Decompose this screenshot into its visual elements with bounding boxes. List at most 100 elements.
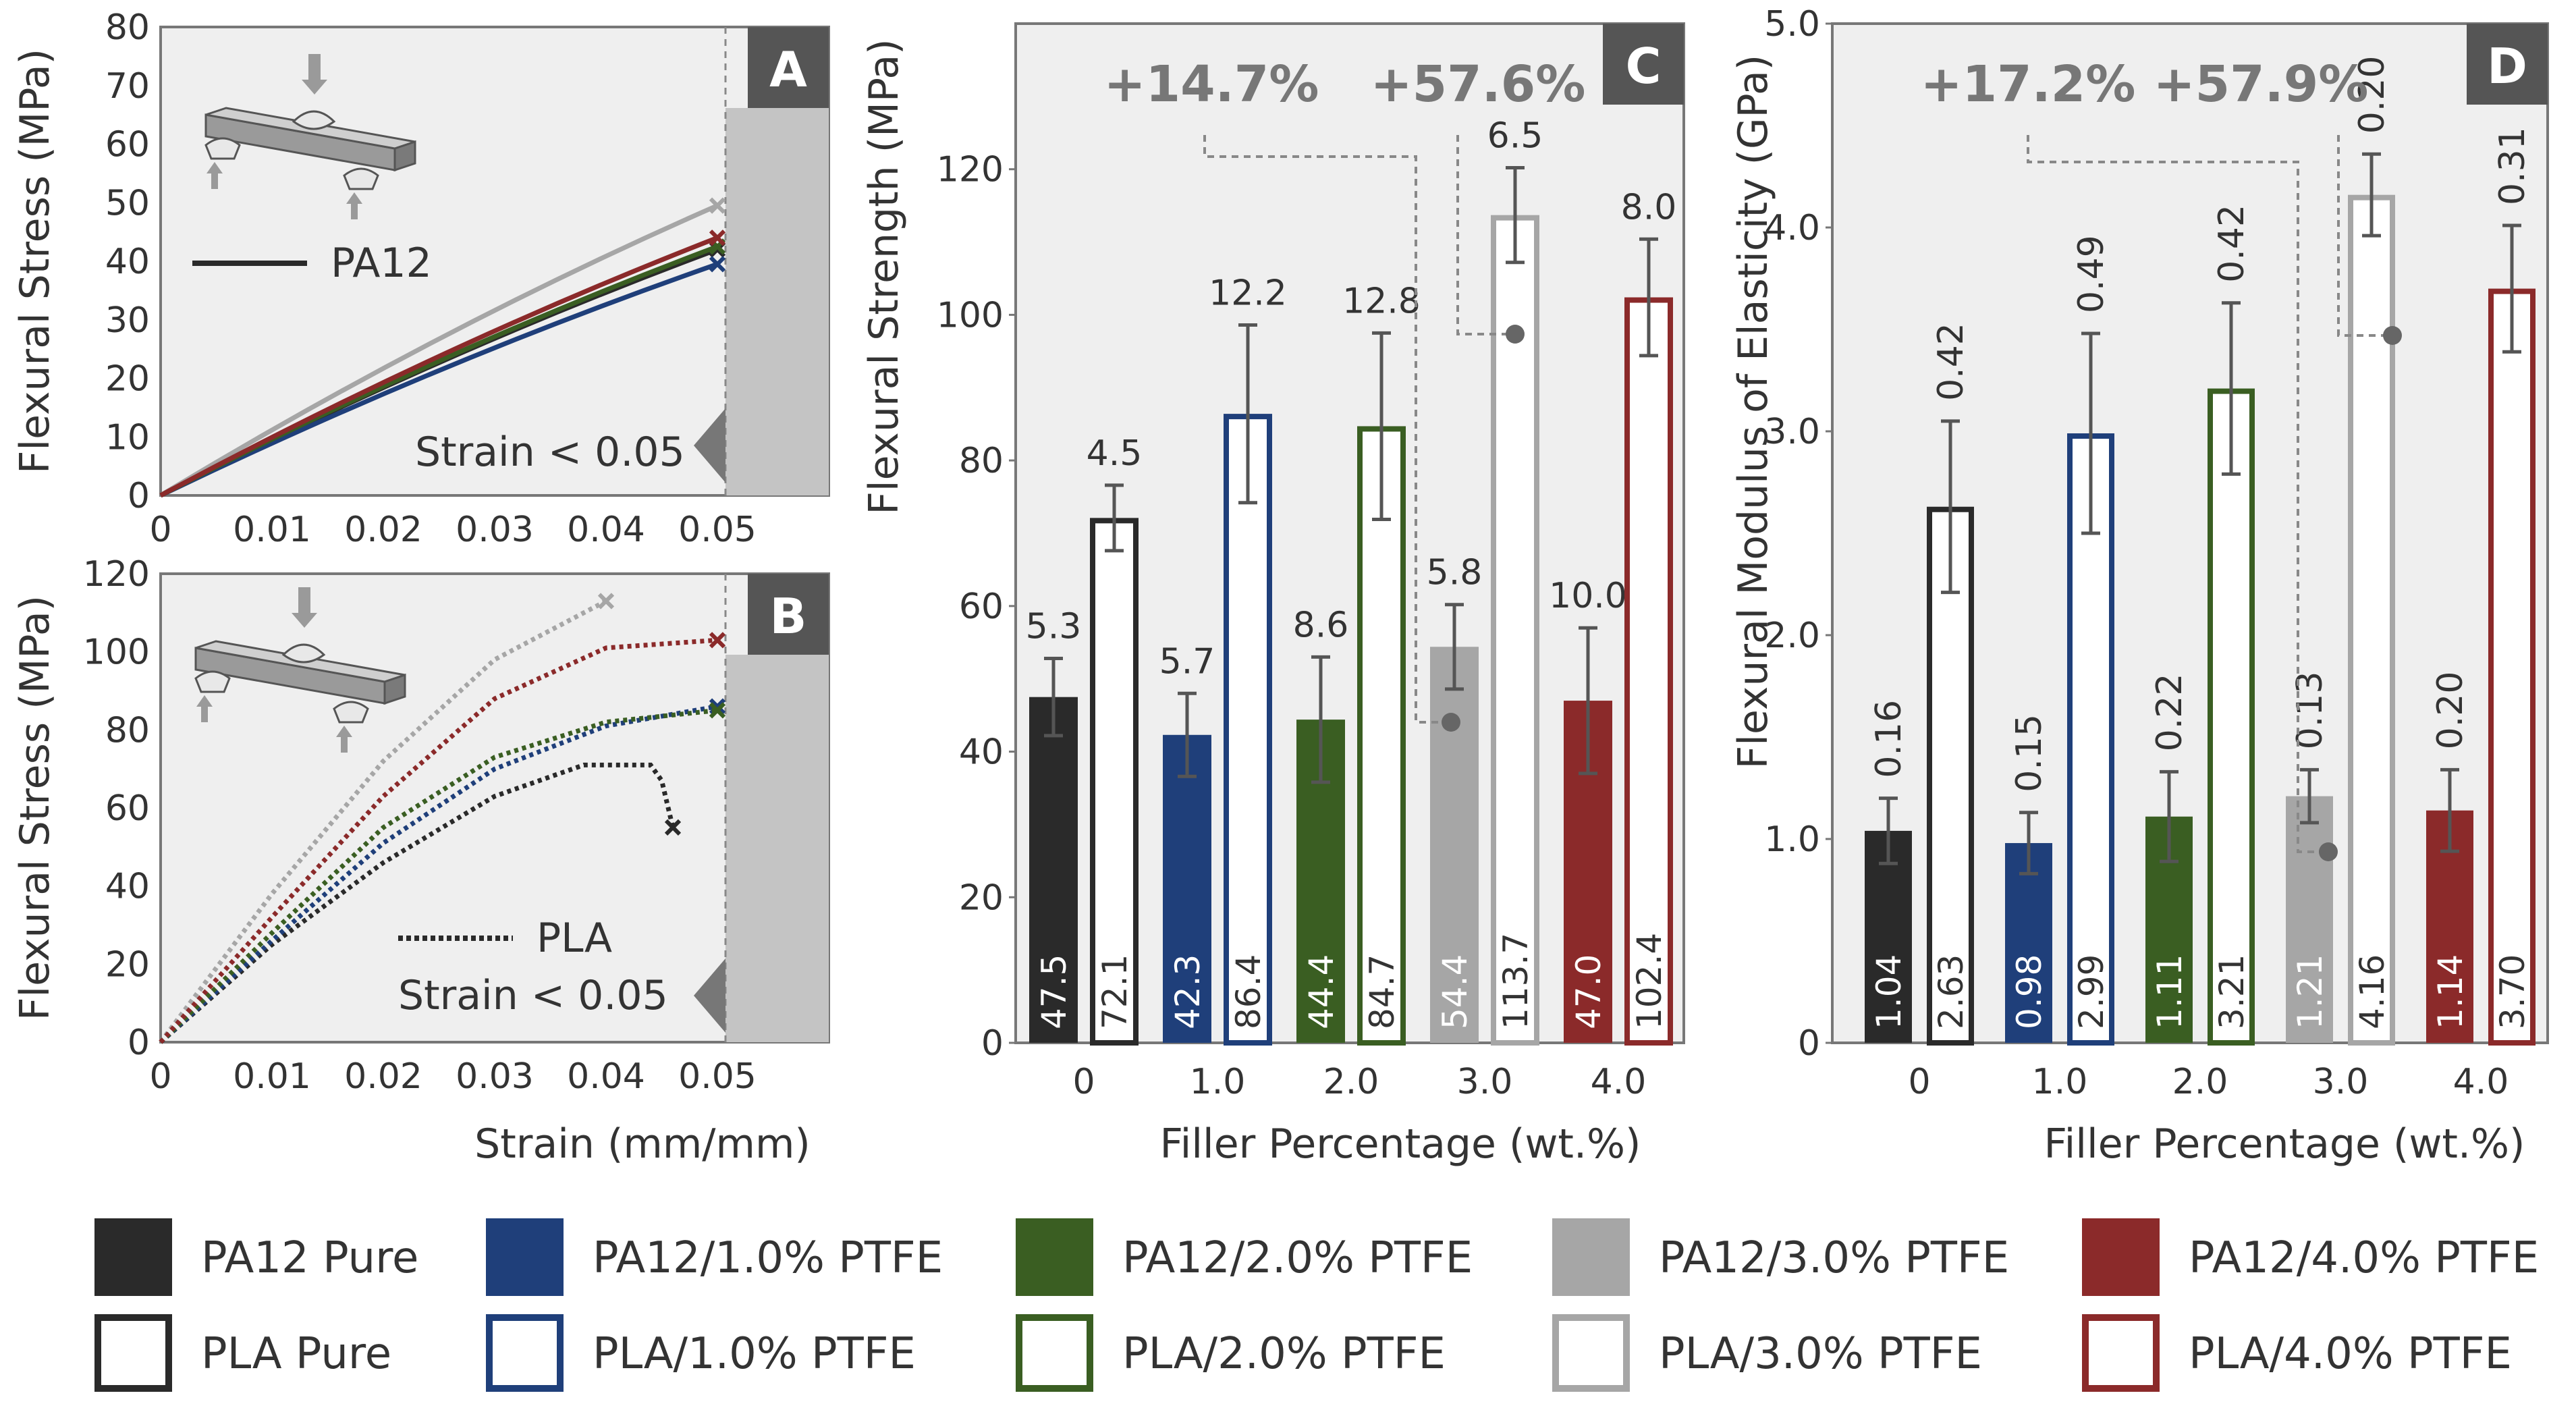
error-bar (1238, 323, 1257, 505)
fracture-marker (709, 702, 726, 719)
bar (2488, 288, 2536, 1046)
bar (1224, 414, 1272, 1046)
error-label: 0.31 (2492, 127, 2533, 205)
error-label: 4.5 (1087, 433, 1143, 474)
value-label: 1.11 (2150, 954, 2189, 1029)
panel-label: D (2487, 38, 2527, 94)
bar (1430, 647, 1479, 1043)
reference-dot (2319, 842, 2338, 861)
fracture-marker (664, 819, 682, 836)
value-label: 2.99 (2072, 954, 2111, 1029)
x-tick-label: 0.05 (678, 510, 757, 550)
reference-dot (1442, 713, 1460, 732)
legend-swatch (1016, 1218, 1093, 1296)
reference-dot (1506, 325, 1525, 344)
value-label: 42.3 (1168, 954, 1207, 1029)
value-label: 2.63 (1931, 954, 1971, 1029)
legend-label: PA12/4.0% PTFE (2189, 1233, 2539, 1283)
value-label: 47.5 (1035, 954, 1074, 1029)
fracture-marker (709, 197, 726, 214)
error-bar (1506, 166, 1525, 265)
panel-label: B (770, 588, 807, 645)
increase-label-1: +14.7% (1104, 55, 1319, 113)
panel-label: C (1626, 38, 1662, 94)
bar (2067, 433, 2114, 1046)
y-tick-label: 0 (1798, 1023, 1820, 1064)
value-label: 3.21 (2212, 954, 2251, 1029)
y-tick-label: 20 (959, 877, 1004, 918)
legend-label: PA12 (331, 240, 432, 287)
error-bar (1579, 626, 1597, 776)
y-tick-label: 120 (83, 554, 150, 595)
error-label: 0.42 (1931, 323, 1971, 401)
bar (2286, 796, 2333, 1043)
y-tick-label: 100 (937, 295, 1004, 335)
error-bar (1311, 655, 1330, 784)
y-tick-label: 70 (105, 66, 150, 107)
fracture-marker-stroke (664, 819, 682, 836)
error-label: 12.8 (1342, 281, 1421, 321)
fracture-marker-stroke (709, 229, 726, 246)
y-tick-label: 5.0 (1764, 4, 1820, 45)
x-axis-title: Strain (mm/mm) (474, 1120, 811, 1168)
y-tick-label: 120 (937, 150, 1004, 190)
x-tick-label: 0 (149, 1056, 171, 1097)
series-line (159, 707, 718, 1044)
increase-guide-57 (2337, 135, 2389, 337)
y-tick-label: 50 (105, 183, 150, 223)
series-line (159, 762, 676, 1044)
legend-label: PLA/1.0% PTFE (593, 1329, 916, 1379)
error-bar (1941, 419, 1960, 595)
legend-label: PLA/2.0% PTFE (1122, 1329, 1446, 1379)
bar (1163, 734, 1211, 1043)
panel-c: 0 20 40 60 80 100 120 0 47.5 5.3 72.1 4.5 1.0 42.3 5.… (860, 22, 1685, 1168)
legend-swatch (94, 1314, 172, 1392)
y-axis-title: Flexural Stress (MPa) (11, 595, 59, 1021)
legend-swatch (94, 1218, 172, 1296)
value-label: 1.14 (2431, 954, 2470, 1029)
bar (2348, 194, 2395, 1046)
error-label: 8.0 (1621, 187, 1677, 227)
x-tick-label: 0.04 (567, 510, 645, 550)
fracture-marker (709, 256, 726, 273)
legend-swatch (1552, 1218, 1630, 1296)
y-tick-label: 10 (105, 417, 150, 458)
value-label: 44.4 (1302, 954, 1341, 1029)
error-bar (2440, 767, 2459, 853)
bar (1090, 518, 1139, 1046)
fracture-marker-stroke (709, 197, 726, 214)
increase-guide-14 (1203, 135, 1451, 724)
y-tick-label: 80 (959, 441, 1004, 481)
value-label: 84.7 (1363, 954, 1402, 1029)
x-tick-label: 0 (1908, 1062, 1930, 1102)
x-tick-label: 4.0 (2453, 1062, 2509, 1102)
x-tick-label: 0.05 (678, 1056, 757, 1097)
error-label: 0.49 (2071, 235, 2112, 313)
error-label: 0.20 (2430, 672, 2471, 750)
fracture-marker (597, 593, 615, 610)
value-label: 3.70 (2493, 954, 2532, 1029)
error-label: 0.42 (2212, 205, 2252, 283)
error-bar (1372, 331, 1391, 522)
error-label: 5.8 (1427, 553, 1483, 593)
bar (1357, 426, 1406, 1046)
legend-swatch (486, 1314, 564, 1392)
error-bar (1044, 657, 1063, 738)
panel-label: A (769, 41, 807, 98)
x-tick-label: 2.0 (2172, 1062, 2228, 1102)
y-tick-label: 3.0 (1764, 412, 1820, 452)
bar (1865, 830, 1912, 1043)
y-tick-label: 80 (105, 7, 150, 48)
x-tick-label: 0.01 (233, 1056, 311, 1097)
value-label: 0.98 (2010, 954, 2049, 1029)
panel-label-box (1603, 24, 1684, 105)
error-label: 0.13 (2290, 672, 2330, 750)
panel-b: 0 0.01 0.02 0.03 0.04 0.05 0 20 40 60 80 100 120 PLA… (11, 554, 830, 1168)
bar (2208, 388, 2255, 1046)
y-tick-label: 4.0 (1764, 208, 1820, 248)
y-tick-label: 1.0 (1764, 819, 1820, 860)
strain-limit-arrow (694, 408, 725, 483)
x-tick-label: 3.0 (1457, 1062, 1513, 1102)
increase-guide-17 (2027, 135, 2328, 853)
